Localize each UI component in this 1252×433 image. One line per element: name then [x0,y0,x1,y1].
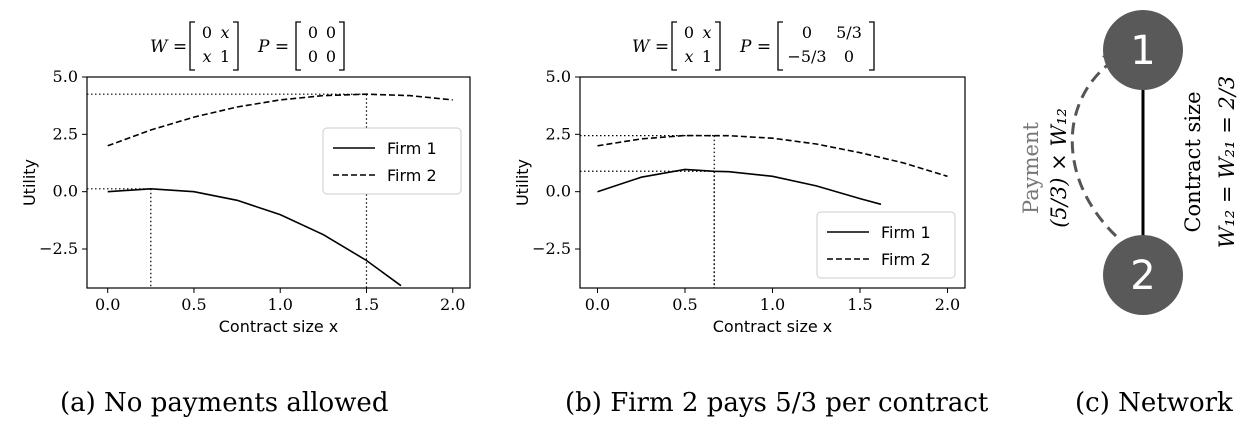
legend: Firm 1 Firm 2 [816,211,956,279]
y-tick-label: −2.5 [532,239,571,258]
x-tick-label: 0.0 [585,295,610,314]
edge-label-line2: W₁₂ = W₂₁ = 2/3 [1215,76,1239,249]
y-tick-label: 2.5 [53,124,78,143]
legend-label-1: Firm 1 [387,139,437,158]
legend: Firm 1 Firm 2 [322,127,462,195]
x-tick-label: 2.0 [440,295,465,314]
caption-b: (b) Firm 2 pays 5/3 per contract [565,388,988,418]
matrix-cell: 0 [308,23,318,42]
matrix-cell: 0 [844,47,854,66]
matrix-bracket-right [869,21,875,71]
matrix-cell: 0 [308,47,318,66]
y-tick-label: −2.5 [39,239,78,258]
matrix-cell: x [684,47,693,66]
legend-label-1: Firm 1 [881,223,931,242]
y-tick-label: 0.0 [53,182,78,201]
matrix-bracket-left [295,21,301,71]
matrix-bracket-left [671,21,677,71]
formula-w-lhs: W = [150,37,187,57]
matrix-cell: 1 [702,47,712,66]
matrix-bracket-left [189,21,195,71]
matrix-cell: 0 [326,23,336,42]
panel-c-network: 1 2 Contract size W₁₂ = W₂₁ = 2/3 Paymen… [1019,10,1239,315]
x-tick-label: 1.5 [354,295,379,314]
matrix-cell: 1 [220,47,230,66]
plot-frame [86,76,471,289]
x-tick-label: 1.0 [760,295,785,314]
caption-a: (a) No payments allowed [60,388,388,418]
caption-c: (c) Network [1075,388,1233,418]
node-2-label: 2 [1130,253,1155,299]
payment-label-line1: Payment [1019,122,1043,214]
matrix-bracket-right [233,21,239,71]
node-2 [1103,235,1183,315]
legend-box [816,211,956,279]
x-tick-label: 2.0 [935,295,960,314]
edge-label-line1: Contract size [1181,91,1205,232]
x-tick-label: 0.0 [95,295,120,314]
panel-a-chart: 0.0 0.5 1.0 1.5 2.0 5.0 2.5 0.0 −2.5 Contract siz… [20,21,471,336]
payment-label-line2: (5/3) × W₁₂ [1047,108,1071,228]
x-axis-label: Contract size x [713,317,833,336]
legend-box [322,127,462,195]
formula-w-lhs: W = [632,37,669,57]
matrix-cell: 5/3 [836,23,862,42]
legend-label-2: Firm 2 [881,250,931,269]
matrix-cell: 0 [202,23,212,42]
y-axis-label: Utility [20,159,39,206]
matrix-cell: x [702,23,711,42]
y-tick-label: 5.0 [546,67,571,86]
x-axis-label: Contract size x [219,317,339,336]
panel-b-chart: 0.0 0.5 1.0 1.5 2.0 5.0 2.5 0.0 −2.5 Contract siz… [513,21,966,336]
caption-b-text: (b) Firm 2 pays 5/3 per contract [565,388,989,418]
node-1-label: 1 [1130,28,1155,74]
x-tick-label: 1.0 [267,295,292,314]
matrix-bracket-left [777,21,783,71]
matrix-cell: 0 [326,47,336,66]
legend-label-2: Firm 2 [387,166,437,185]
y-axis-label: Utility [513,159,532,206]
formula-p-lhs: P = [739,37,771,57]
x-tick-label: 1.5 [847,295,872,314]
y-tick-label: 5.0 [53,67,78,86]
x-tick-label: 0.5 [672,295,697,314]
y-tick-label: 2.5 [546,124,571,143]
matrix-cell: 0 [802,23,812,42]
matrix-cell: x [202,47,211,66]
caption-a-text: (a) No payments allowed [60,388,389,418]
payment-arrow [1070,58,1118,238]
matrix-cell: 0 [684,23,694,42]
matrix-cell: −5/3 [787,47,826,66]
y-tick-label: 0.0 [546,182,571,201]
series-line-2 [597,134,948,178]
series-line-1 [597,168,882,206]
x-tick-label: 0.5 [181,295,206,314]
series-line-1 [107,187,402,287]
formula-p-lhs: P = [257,37,289,57]
matrix-cell: x [220,23,229,42]
caption-c-text: (c) Network [1075,388,1233,418]
matrix-bracket-right [339,21,345,71]
node-1 [1103,10,1183,90]
matrix-bracket-right [715,21,721,71]
